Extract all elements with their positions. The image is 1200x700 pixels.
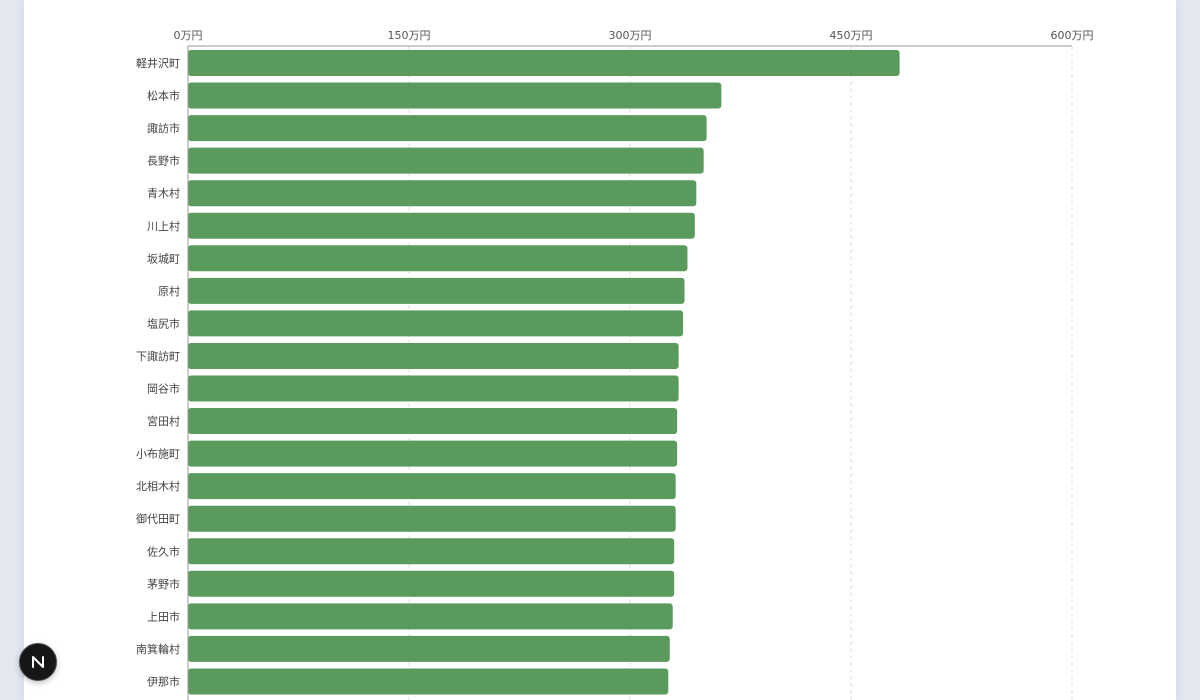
x-tick-label: 600万円 [1051,29,1094,42]
y-tick-label: 軽井沢町 [136,56,180,70]
bar[interactable] [188,570,675,597]
y-tick-label: 宮田村 [147,414,180,428]
x-tick-label: 150万円 [388,29,431,42]
y-tick-label: 上田市 [147,609,180,623]
bar[interactable] [188,245,688,272]
bar[interactable] [188,342,679,369]
n-logo-button[interactable] [19,643,57,681]
bar[interactable] [188,375,679,402]
bar[interactable] [188,277,685,304]
bar[interactable] [188,668,669,695]
bars [188,50,900,695]
x-tick-label: 300万円 [609,29,652,42]
y-tick-label: 北相木村 [136,479,180,493]
y-tick-label: 諏訪市 [147,121,180,135]
bar[interactable] [188,440,678,467]
bar[interactable] [188,603,673,630]
n-logo-icon [32,656,44,668]
bar[interactable] [188,115,707,142]
x-tick-label: 0万円 [174,29,203,42]
bar[interactable] [188,473,676,500]
y-tick-label: 長野市 [147,154,180,168]
y-tick-label: 坂城町 [147,252,180,265]
y-tick-label: 青木村 [147,186,180,200]
bar[interactable] [188,50,900,76]
bar[interactable] [188,408,678,435]
labels: 0万円 150万円 300万円 450万円 600万円軽井沢町松本市諏訪市長野市青木村川… [136,29,1094,688]
y-tick-label: 塩尻市 [147,316,180,330]
y-tick-label: 茅野市 [147,577,180,591]
bar[interactable] [188,180,697,207]
bar[interactable] [188,635,670,662]
bar[interactable] [188,538,675,565]
bar[interactable] [188,147,704,174]
axes [187,45,1072,700]
y-tick-label: 原村 [158,284,180,298]
y-tick-label: 岡谷市 [147,382,180,396]
y-tick-label: 伊那市 [147,674,180,688]
grid-lines [408,46,1073,700]
y-tick-label: 御代田町 [136,512,180,526]
bar[interactable] [188,310,684,337]
y-tick-label: 川上村 [147,219,180,233]
y-tick-label: 小布施町 [136,448,180,461]
y-tick-label: 松本市 [147,89,180,103]
y-tick-label: 南箕輪村 [136,642,180,656]
bar[interactable] [188,82,722,109]
x-tick-label: 450万円 [830,29,873,42]
y-tick-label: 佐久市 [147,544,180,558]
bar[interactable] [188,505,676,532]
bar[interactable] [188,212,695,239]
y-tick-label: 下諏訪町 [136,349,180,363]
